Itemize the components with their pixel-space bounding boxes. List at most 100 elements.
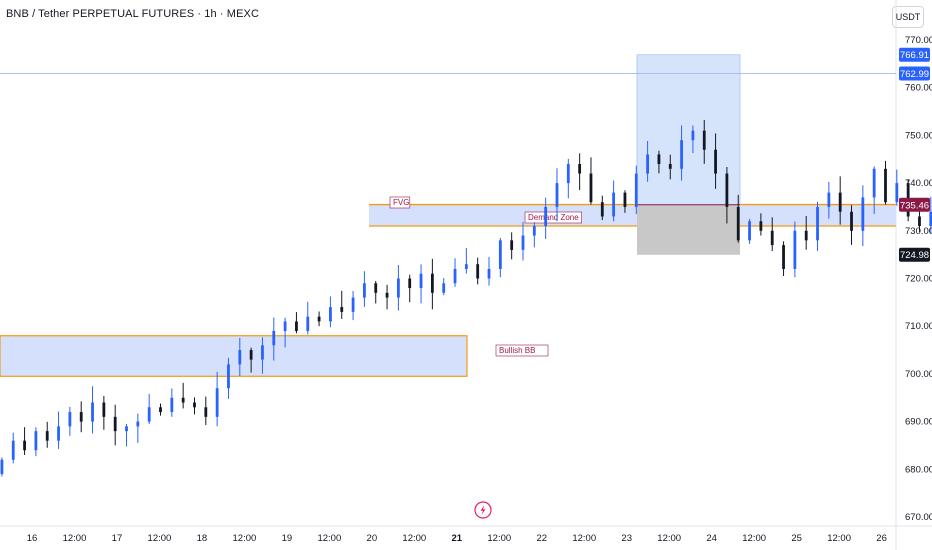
x-tick-label: 12:00 <box>742 533 766 544</box>
candle-body <box>555 183 559 207</box>
candle-body <box>736 206 740 241</box>
y-tick-label: 750.00 <box>905 130 932 141</box>
candle-body <box>385 292 389 298</box>
candle <box>261 337 264 374</box>
candle <box>68 406 72 436</box>
candle-body <box>838 192 842 212</box>
candle <box>170 388 174 417</box>
candle-body <box>884 168 887 203</box>
candle <box>408 274 412 303</box>
candle-body <box>532 226 536 236</box>
bullish-bb-zone[interactable] <box>0 335 468 377</box>
candle <box>57 411 60 449</box>
candle-body <box>408 278 412 289</box>
candle-body <box>227 364 230 389</box>
candle <box>396 265 400 311</box>
fvg-label[interactable]: FVG <box>389 196 411 209</box>
candle-body <box>283 321 287 331</box>
fvg-label-text: FVG <box>393 198 409 207</box>
demand-zone-label[interactable]: Demand Zone <box>524 211 582 224</box>
bullish-bb-label-box <box>495 344 549 357</box>
candle-body <box>147 407 151 422</box>
x-tick-label: 23 <box>621 533 632 544</box>
x-tick-label: 22 <box>536 533 547 544</box>
long-position-stop-area[interactable] <box>637 204 740 255</box>
candle-body <box>929 211 932 227</box>
candle <box>680 125 683 181</box>
lightning-icon[interactable] <box>474 501 492 519</box>
candle-body <box>816 206 819 241</box>
candle <box>612 180 616 222</box>
demand-zone-label-box <box>524 211 582 224</box>
candle <box>45 421 49 448</box>
current-price-tag-text: 762.99 <box>900 69 929 80</box>
long-position-target-area[interactable] <box>636 54 741 206</box>
y-tick-label: 690.00 <box>905 417 932 428</box>
target-price-tag: 766.91 <box>899 47 930 62</box>
candle-body <box>872 168 876 198</box>
candle <box>329 296 332 328</box>
candle <box>725 167 729 224</box>
time-axis[interactable]: 16 12:00 17 12:00 18 12:00 19 12:00 20 12:00 21 12:… <box>27 533 887 544</box>
x-tick-label: 12:00 <box>402 533 426 544</box>
candle-body <box>430 273 434 293</box>
candle <box>306 301 310 335</box>
candle <box>657 150 661 174</box>
candle-body <box>34 431 38 451</box>
candle-body <box>170 397 174 413</box>
candle-body <box>691 130 695 141</box>
current-price-tag-bg <box>899 66 930 81</box>
candle-body <box>91 402 94 422</box>
candle-body <box>498 240 502 269</box>
candle-body <box>634 173 638 207</box>
candle-body <box>340 307 344 312</box>
candle <box>34 427 38 457</box>
candle-body <box>204 407 208 417</box>
candle-body <box>623 192 627 207</box>
candle-body <box>657 154 661 165</box>
candle <box>623 190 627 213</box>
candle-body <box>363 283 366 298</box>
candle <box>578 153 582 191</box>
candle <box>385 284 389 310</box>
y-tick-label: 710.00 <box>905 321 932 332</box>
candle <box>419 264 423 304</box>
currency-button[interactable]: USDT <box>892 6 924 28</box>
price-axis[interactable]: 670.00 680.00 690.00 700.00 710.00 720.00 730.… <box>905 35 932 523</box>
candle <box>770 217 774 252</box>
y-tick-label: 670.00 <box>905 512 932 523</box>
candle <box>544 197 548 239</box>
y-tick-label: 770.00 <box>905 35 932 46</box>
candle <box>215 371 219 427</box>
candle-body <box>464 264 468 269</box>
candle <box>238 337 242 377</box>
x-tick-label: 12:00 <box>487 533 511 544</box>
candle-body <box>45 431 49 441</box>
candle <box>340 290 344 319</box>
candle <box>11 432 15 464</box>
candle-body <box>351 297 355 312</box>
candle-body <box>374 283 378 293</box>
candle <box>804 215 808 250</box>
candle <box>453 258 457 287</box>
candle <box>102 395 106 430</box>
x-tick-label: 24 <box>706 533 717 544</box>
candle <box>272 317 276 361</box>
candle-body <box>748 221 751 241</box>
candle <box>181 382 185 409</box>
candle-body <box>238 350 242 365</box>
candle <box>895 169 899 206</box>
candle-body <box>918 216 921 227</box>
bullish-bb-label[interactable]: Bullish BB <box>495 344 549 357</box>
candle-body <box>261 345 264 360</box>
candle <box>827 181 831 219</box>
demand-zone[interactable] <box>369 204 896 227</box>
x-tick-label: 25 <box>791 533 802 544</box>
x-tick-label: 17 <box>112 533 123 544</box>
candle <box>464 247 468 274</box>
chart-title: BNB / Tether PERPETUAL FUTURES · 1h · ME… <box>6 8 259 20</box>
candle-body <box>770 230 774 246</box>
candle <box>816 201 819 251</box>
candle <box>793 221 797 278</box>
